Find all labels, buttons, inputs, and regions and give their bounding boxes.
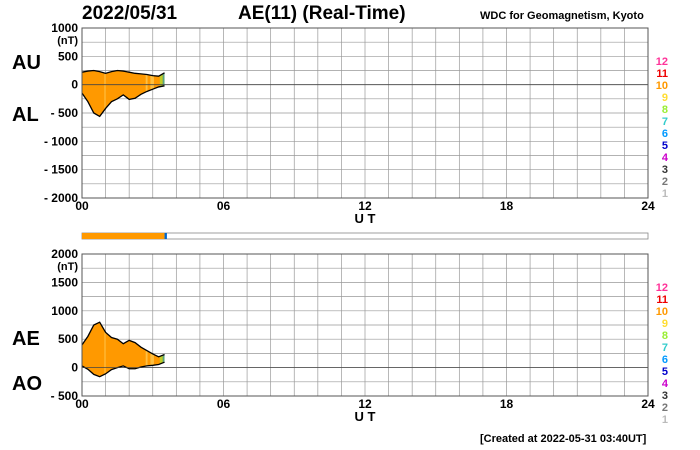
created-timestamp: [Created at 2022-05-31 03:40UT] xyxy=(480,433,647,445)
legend-item: 5 xyxy=(662,366,668,378)
al-label: AL xyxy=(12,104,39,126)
y-unit-label: (nT) xyxy=(57,261,78,273)
date-title: 2022/05/31 xyxy=(82,3,178,24)
au-label: AU xyxy=(12,52,41,74)
y-tick-label: - 2000 xyxy=(44,191,78,205)
series-line-au xyxy=(81,69,165,77)
lower-station-stripe xyxy=(104,322,106,377)
station-bar-fill xyxy=(82,233,165,239)
legend-item: 8 xyxy=(662,330,668,342)
y-tick-label: - 500 xyxy=(51,106,79,120)
legend-item: 12 xyxy=(656,282,668,294)
x-tick-label: 24 xyxy=(641,397,655,411)
x-tick-label: 12 xyxy=(358,199,372,213)
series-line-al xyxy=(81,85,165,118)
y-tick-label: 0 xyxy=(71,78,78,92)
legend-item: 9 xyxy=(662,92,668,104)
x-axis-label: U T xyxy=(355,211,376,226)
legend-item: 6 xyxy=(662,128,668,140)
upper-station-stripe xyxy=(104,70,106,117)
x-tick-label: 00 xyxy=(75,199,89,213)
y-unit-label: (nT) xyxy=(57,35,78,47)
legend-item: 3 xyxy=(662,164,668,176)
legend-item: 7 xyxy=(662,116,668,128)
ae-label: AE xyxy=(12,328,40,350)
legend-item: 7 xyxy=(662,342,668,354)
legend-item: 8 xyxy=(662,104,668,116)
legend-item: 10 xyxy=(656,306,668,318)
x-tick-label: 24 xyxy=(641,199,655,213)
lower-frame xyxy=(81,253,649,397)
legend-item: 3 xyxy=(662,390,668,402)
legend-item: 4 xyxy=(662,152,669,164)
legend-item: 5 xyxy=(662,140,668,152)
x-axis-label: U T xyxy=(355,409,376,424)
legend-item: 9 xyxy=(662,318,668,330)
lower-range-area xyxy=(82,322,165,377)
legend-item: 12 xyxy=(656,56,668,68)
series-line-ao xyxy=(81,361,165,378)
y-tick-label: - 500 xyxy=(51,389,79,403)
legend-item: 4 xyxy=(662,378,669,390)
legend-item: 10 xyxy=(656,80,668,92)
chart-title: AE(11) (Real-Time) xyxy=(238,3,406,24)
x-tick-label: 06 xyxy=(217,397,231,411)
upper-range-area xyxy=(82,70,165,117)
credit-text: WDC for Geomagnetism, Kyoto xyxy=(480,10,644,22)
x-tick-label: 18 xyxy=(500,397,514,411)
legend-item: 11 xyxy=(656,68,668,80)
legend-item: 6 xyxy=(662,354,668,366)
y-tick-label: 500 xyxy=(58,49,78,63)
upper-frame xyxy=(81,27,649,199)
y-tick-label: 1000 xyxy=(51,304,78,318)
y-tick-label: 0 xyxy=(71,361,78,375)
x-tick-label: 06 xyxy=(217,199,231,213)
y-tick-label: - 1000 xyxy=(44,134,78,148)
legend-item: 1 xyxy=(662,414,668,426)
x-tick-label: 18 xyxy=(500,199,514,213)
y-tick-label: 1500 xyxy=(51,275,78,289)
station-bar-end xyxy=(164,233,167,239)
legend-item: 11 xyxy=(656,294,668,306)
legend-item: 2 xyxy=(662,176,668,188)
series-line-ae xyxy=(81,321,165,358)
y-tick-label: - 1500 xyxy=(44,163,78,177)
x-tick-label: 12 xyxy=(358,397,372,411)
legend-item: 2 xyxy=(662,402,668,414)
legend-item: 1 xyxy=(662,188,668,200)
y-tick-label: 2000 xyxy=(51,247,78,261)
ao-label: AO xyxy=(12,373,42,395)
y-tick-label: 1000 xyxy=(51,21,78,35)
y-tick-label: 500 xyxy=(58,332,78,346)
x-tick-label: 00 xyxy=(75,397,89,411)
